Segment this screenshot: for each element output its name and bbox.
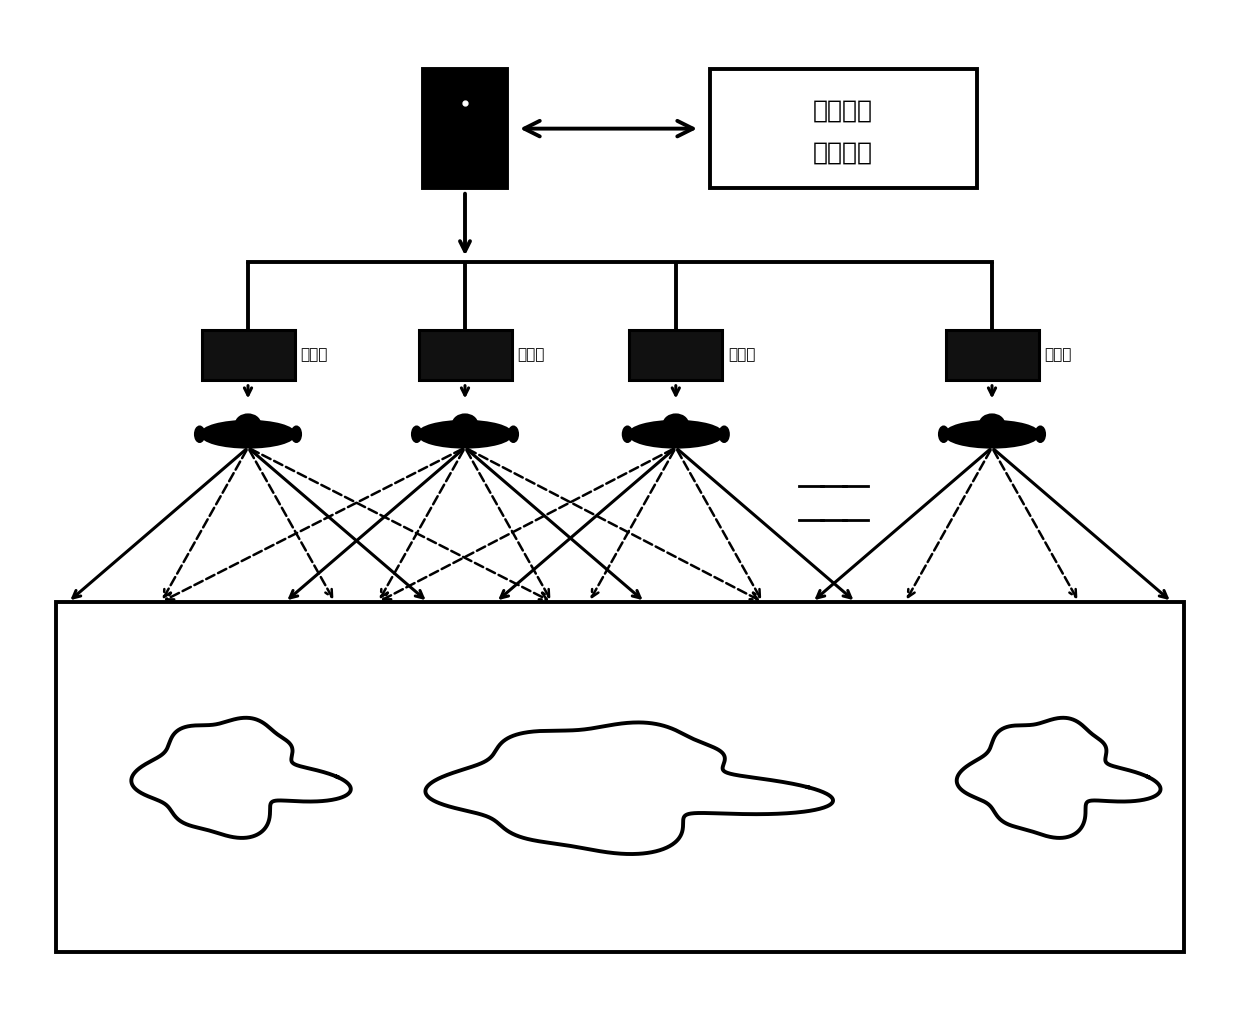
Ellipse shape	[981, 415, 1003, 433]
Ellipse shape	[945, 422, 1039, 447]
FancyBboxPatch shape	[201, 330, 295, 380]
Text: 树莓派: 树莓派	[729, 348, 756, 362]
Text: 控制系统: 控制系统	[813, 140, 873, 165]
Ellipse shape	[454, 415, 476, 433]
Ellipse shape	[201, 422, 295, 447]
FancyBboxPatch shape	[946, 330, 1039, 380]
FancyBboxPatch shape	[709, 70, 977, 188]
Text: 树莓派: 树莓派	[301, 348, 329, 362]
Ellipse shape	[412, 427, 422, 442]
Ellipse shape	[665, 415, 687, 433]
Text: 激光切割: 激光切割	[813, 99, 873, 122]
Text: 树莓派: 树莓派	[1044, 348, 1073, 362]
Polygon shape	[131, 718, 351, 838]
Ellipse shape	[630, 422, 722, 447]
Polygon shape	[425, 722, 833, 854]
Ellipse shape	[1035, 427, 1045, 442]
Ellipse shape	[622, 427, 632, 442]
FancyBboxPatch shape	[56, 602, 1184, 952]
FancyBboxPatch shape	[630, 330, 722, 380]
FancyBboxPatch shape	[423, 70, 507, 188]
Ellipse shape	[719, 427, 729, 442]
Ellipse shape	[291, 427, 301, 442]
Ellipse shape	[237, 415, 259, 433]
Polygon shape	[957, 718, 1161, 838]
Ellipse shape	[508, 427, 518, 442]
Ellipse shape	[419, 422, 511, 447]
Ellipse shape	[195, 427, 205, 442]
FancyBboxPatch shape	[419, 330, 512, 380]
Text: 树莓派: 树莓派	[517, 348, 546, 362]
Ellipse shape	[939, 427, 949, 442]
